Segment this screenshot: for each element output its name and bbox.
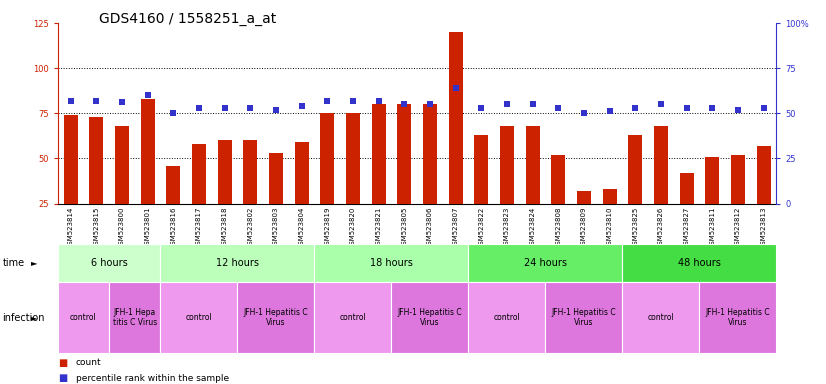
Bar [423, 104, 437, 204]
Point [295, 103, 308, 109]
Text: JFH-1 Hepatitis C
Virus: JFH-1 Hepatitis C Virus [552, 308, 616, 328]
Text: JFH-1 Hepatitis C
Virus: JFH-1 Hepatitis C Virus [244, 308, 308, 328]
Bar [629, 135, 643, 204]
Bar [140, 99, 154, 204]
Text: control: control [339, 313, 367, 322]
Point [501, 101, 514, 108]
Text: time: time [2, 258, 25, 268]
Bar [243, 141, 258, 204]
Point [654, 101, 667, 108]
Point [397, 101, 411, 108]
Point [90, 98, 103, 104]
Point [269, 107, 282, 113]
Bar [269, 153, 283, 204]
Bar [500, 126, 514, 204]
Bar [602, 189, 617, 204]
Point [244, 105, 257, 111]
Bar [551, 155, 565, 204]
Point [424, 101, 437, 108]
Text: infection: infection [2, 313, 45, 323]
Text: ■: ■ [58, 373, 67, 383]
Text: ►: ► [31, 258, 38, 268]
Point [346, 98, 359, 104]
Bar [89, 117, 103, 204]
Bar [217, 141, 232, 204]
Text: control: control [648, 313, 674, 322]
Text: control: control [186, 313, 212, 322]
Bar [346, 113, 360, 204]
Text: control: control [70, 313, 97, 322]
Point [64, 98, 78, 104]
Point [320, 98, 334, 104]
Bar [372, 104, 386, 204]
Bar [192, 144, 206, 204]
Point [116, 99, 129, 106]
Point [167, 110, 180, 116]
Point [757, 105, 770, 111]
Bar [449, 32, 463, 204]
Bar [577, 191, 591, 204]
Bar [757, 146, 771, 204]
Point [603, 108, 616, 114]
Bar [474, 135, 488, 204]
Text: ■: ■ [58, 358, 67, 368]
Point [372, 98, 385, 104]
Text: 12 hours: 12 hours [216, 258, 259, 268]
Point [577, 110, 591, 116]
Bar [166, 166, 180, 204]
Point [449, 85, 463, 91]
Point [552, 105, 565, 111]
Bar [397, 104, 411, 204]
Point [731, 107, 744, 113]
Text: JFH-1 Hepatitis C
Virus: JFH-1 Hepatitis C Virus [397, 308, 463, 328]
Bar [654, 126, 668, 204]
Text: ►: ► [31, 313, 38, 322]
Text: GDS4160 / 1558251_a_at: GDS4160 / 1558251_a_at [99, 12, 277, 25]
Point [629, 105, 642, 111]
Bar [115, 126, 129, 204]
Point [680, 105, 693, 111]
Bar [680, 173, 694, 204]
Point [705, 105, 719, 111]
Bar [64, 115, 78, 204]
Bar [295, 142, 309, 204]
Text: count: count [76, 358, 102, 367]
Text: control: control [494, 313, 520, 322]
Point [218, 105, 231, 111]
Bar [731, 155, 745, 204]
Point [526, 101, 539, 108]
Text: 18 hours: 18 hours [370, 258, 413, 268]
Text: 24 hours: 24 hours [524, 258, 567, 268]
Text: 48 hours: 48 hours [678, 258, 721, 268]
Point [141, 92, 154, 98]
Text: 6 hours: 6 hours [91, 258, 127, 268]
Text: JFH-1 Hepa
titis C Virus: JFH-1 Hepa titis C Virus [112, 308, 157, 328]
Point [192, 105, 206, 111]
Bar [525, 126, 539, 204]
Text: JFH-1 Hepatitis C
Virus: JFH-1 Hepatitis C Virus [705, 308, 771, 328]
Text: percentile rank within the sample: percentile rank within the sample [76, 374, 229, 383]
Bar [320, 113, 335, 204]
Point [475, 105, 488, 111]
Bar [705, 157, 719, 204]
